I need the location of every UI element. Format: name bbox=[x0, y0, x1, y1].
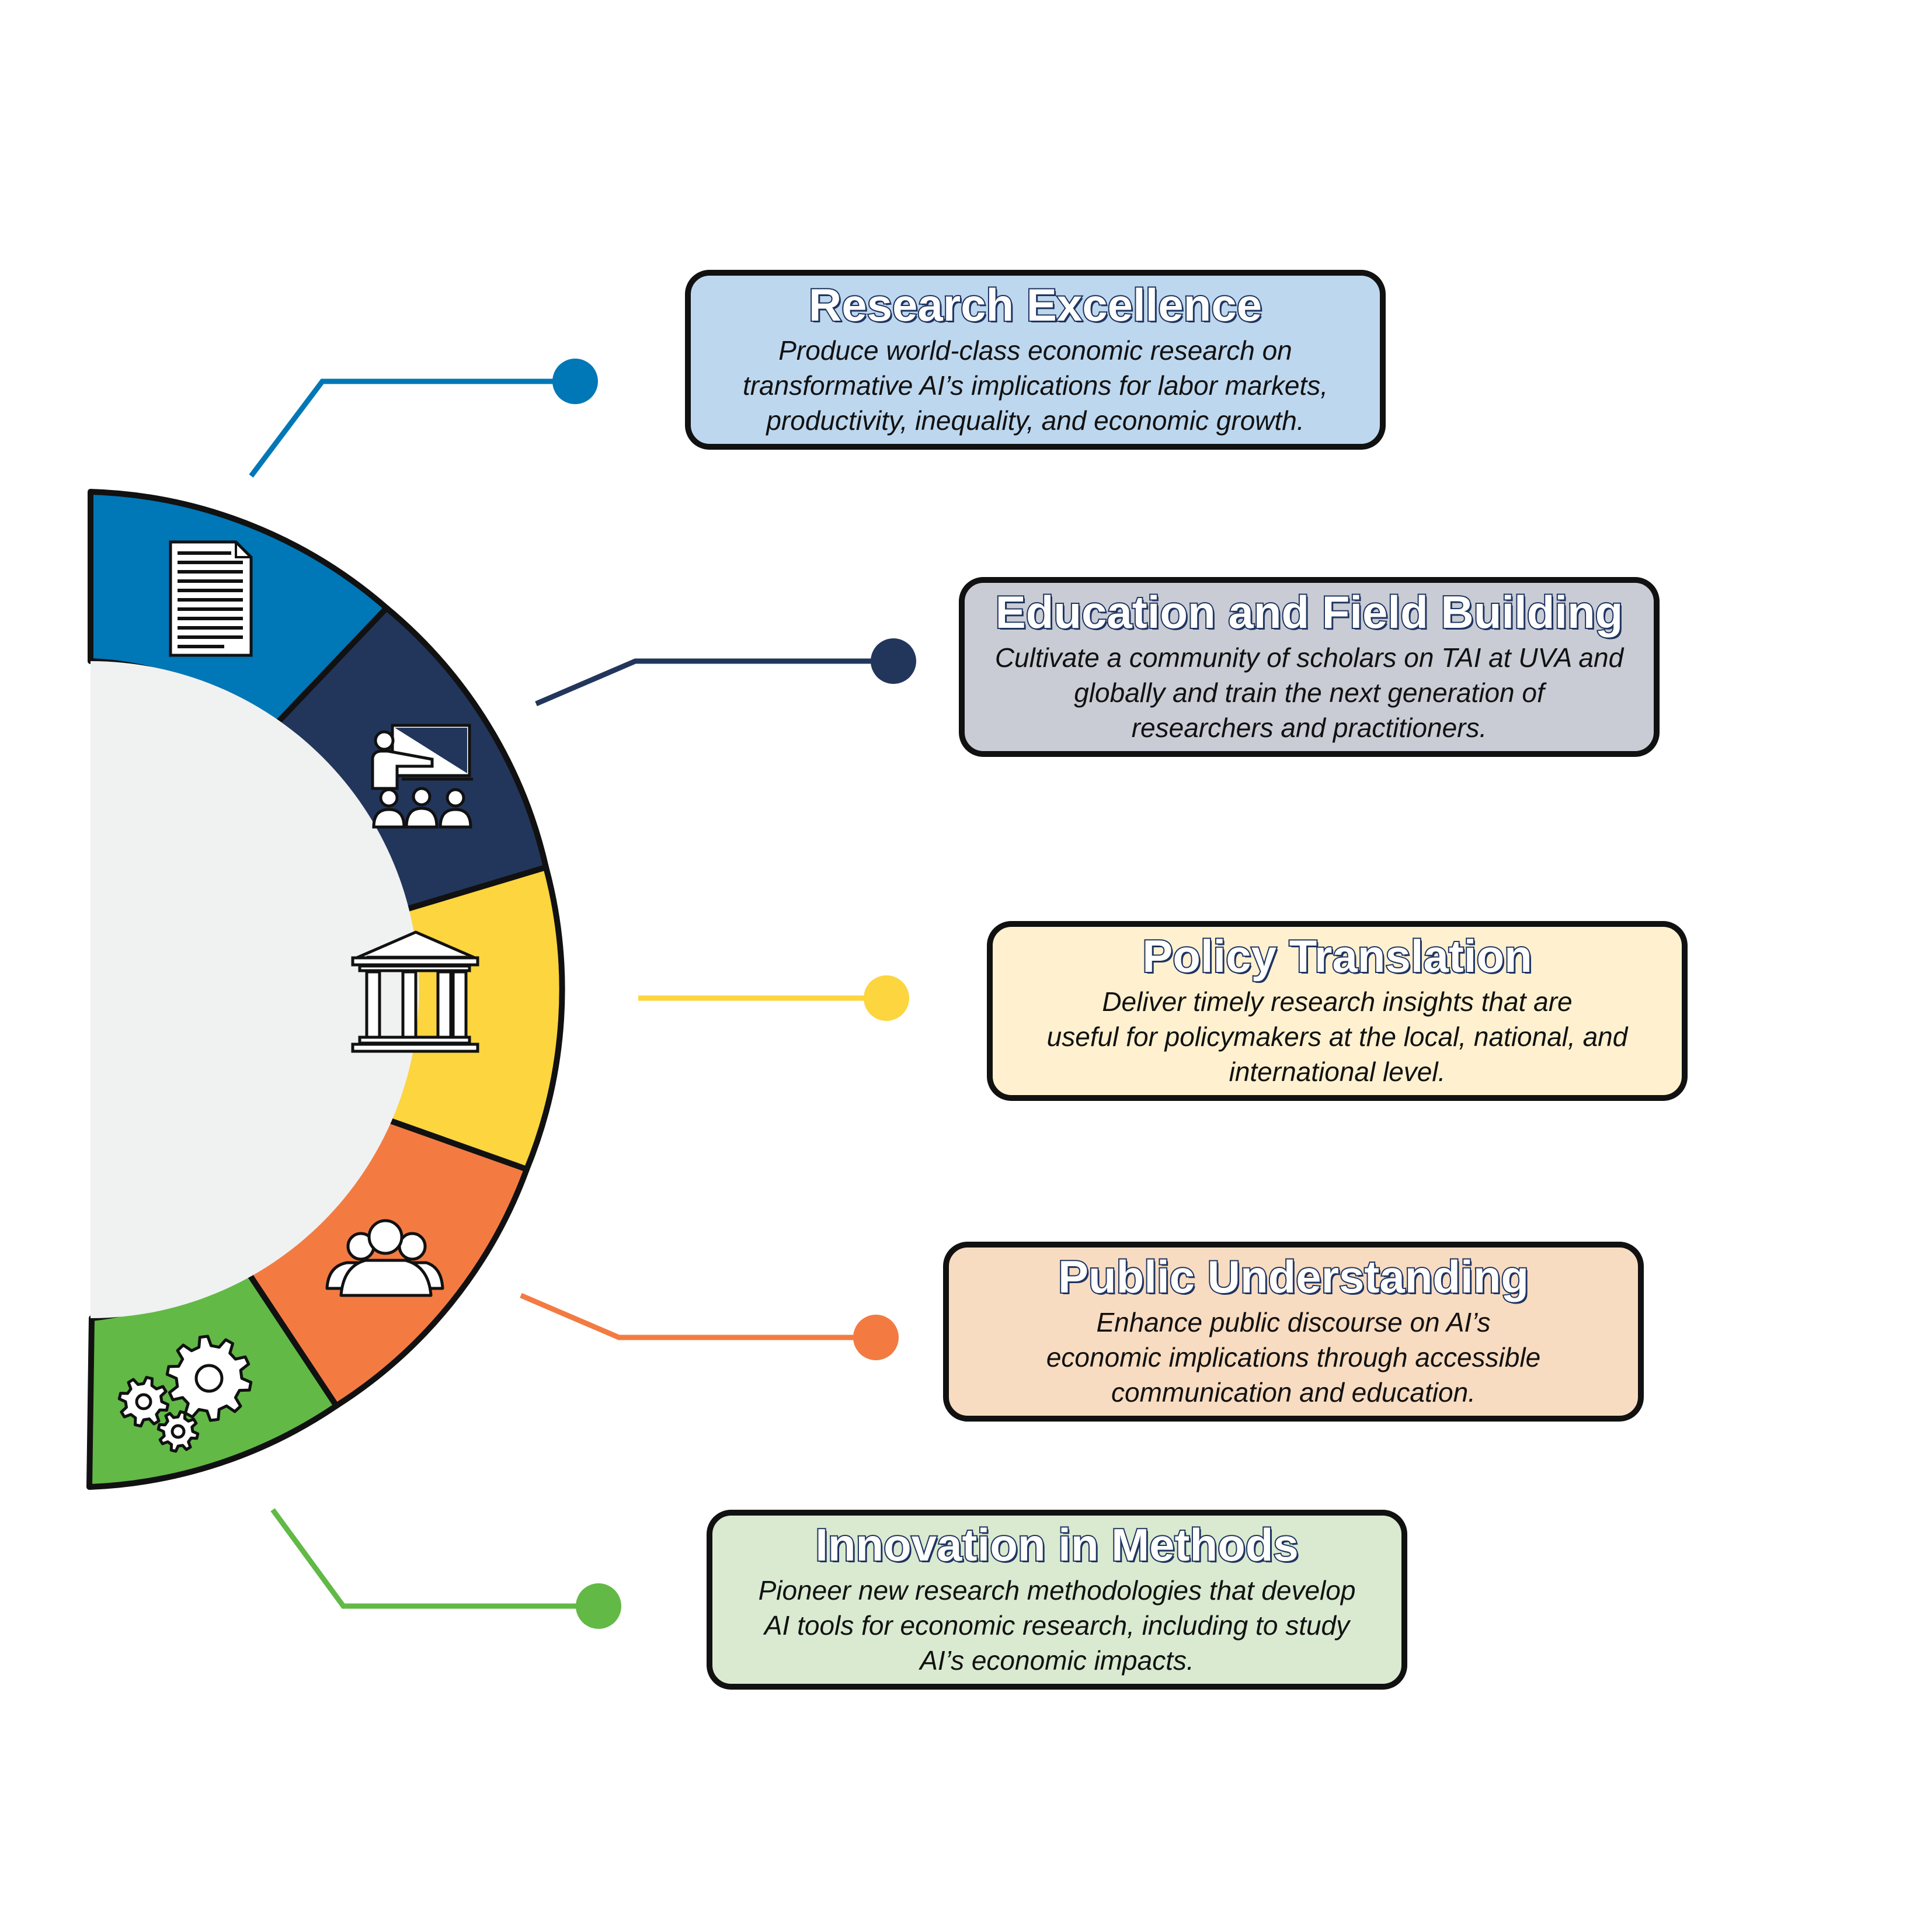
gears-icon bbox=[117, 1335, 253, 1453]
goal-card-policy: Policy Translation Deliver timely resear… bbox=[987, 921, 1688, 1101]
goal-description-methods: Pioneer new research methodologies that … bbox=[758, 1575, 1356, 1676]
goal-description-public: Enhance public discourse on AI’s economi… bbox=[1046, 1307, 1541, 1408]
goal-title-research: Research Excellence bbox=[808, 278, 1263, 332]
goal-title-policy: Policy Translation bbox=[1141, 929, 1533, 983]
connector-education bbox=[535, 638, 916, 707]
goal-title-methods: Innovation in Methods bbox=[814, 1518, 1300, 1572]
government-building-icon bbox=[351, 930, 479, 1053]
goal-card-education: Education and Field Building Cultivate a… bbox=[959, 577, 1660, 757]
goal-title-public: Public Understanding bbox=[1057, 1250, 1530, 1304]
center-disc bbox=[91, 661, 419, 1318]
teacher-presentation-icon bbox=[371, 724, 473, 829]
connector-dot-methods bbox=[576, 1583, 621, 1629]
connector-methods bbox=[270, 1508, 621, 1629]
connector-dot-policy bbox=[864, 975, 909, 1021]
group-of-people-icon bbox=[325, 1219, 444, 1297]
connector-dot-public bbox=[853, 1315, 899, 1360]
connector-dot-research bbox=[552, 359, 598, 404]
connector-public bbox=[520, 1292, 899, 1360]
goal-card-research: Research Excellence Produce world-class … bbox=[685, 270, 1386, 450]
goal-description-research: Produce world-class economic research on… bbox=[742, 335, 1328, 436]
connector-research bbox=[249, 359, 598, 478]
goal-card-public: Public Understanding Enhance public disc… bbox=[943, 1242, 1644, 1422]
goal-title-education: Education and Field Building bbox=[994, 585, 1625, 639]
goal-description-education: Cultivate a community of scholars on TAI… bbox=[994, 642, 1624, 743]
goal-description-policy: Deliver timely research insights that ar… bbox=[1046, 986, 1628, 1087]
connector-dot-education bbox=[871, 638, 916, 684]
document-icon bbox=[169, 540, 253, 657]
connector-policy bbox=[638, 975, 909, 1021]
goal-card-methods: Innovation in Methods Pioneer new resear… bbox=[707, 1510, 1407, 1690]
